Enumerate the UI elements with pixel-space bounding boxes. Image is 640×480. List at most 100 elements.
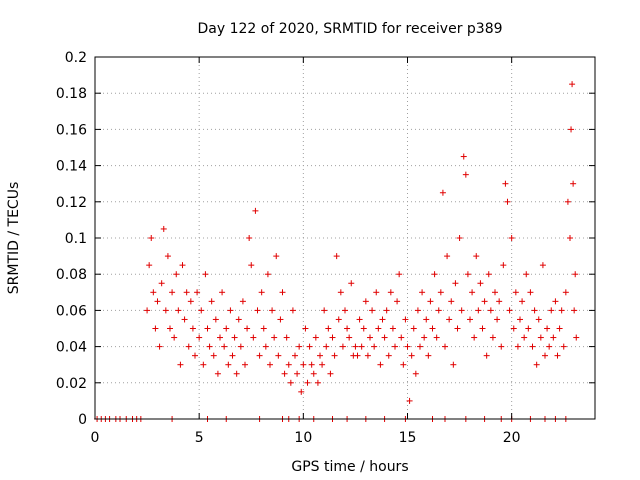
data-point (335, 316, 342, 323)
data-point (164, 253, 171, 260)
y-tick-label: 0.04 (56, 340, 87, 356)
data-point (289, 307, 296, 314)
data-point (435, 307, 442, 314)
x-tick-label: 0 (91, 430, 100, 446)
data-point (410, 325, 417, 332)
data-point (192, 352, 198, 359)
gridlines (95, 57, 595, 419)
data-point (273, 253, 280, 260)
data-point (154, 298, 161, 305)
data-point (277, 316, 284, 323)
data-point (442, 343, 448, 350)
tick-labels: 0 0.02 0.04 0.06 0.08 0.1 0.12 0.14 0.16 0.18 0.2 0… (56, 50, 521, 446)
data-point (225, 361, 232, 368)
data-point (342, 307, 348, 314)
data-point (287, 379, 294, 386)
data-point (569, 81, 576, 88)
data-point (339, 343, 346, 350)
data-point (310, 370, 317, 377)
data-point (179, 262, 186, 269)
data-point (417, 343, 423, 350)
data-point (527, 289, 534, 296)
data-point (204, 325, 211, 332)
data-point (539, 262, 546, 269)
data-point (431, 271, 438, 278)
data-point (360, 325, 367, 332)
data-point (421, 334, 428, 341)
data-point (535, 316, 542, 323)
data-point (267, 361, 273, 368)
data-point (514, 343, 521, 350)
data-point (479, 325, 486, 332)
data-point (469, 289, 476, 296)
data-point (177, 361, 184, 368)
data-point (329, 334, 336, 341)
data-point (275, 352, 282, 359)
data-point (346, 334, 353, 341)
data-point (529, 343, 536, 350)
data-point (144, 307, 151, 314)
data-point (373, 289, 380, 296)
data-point (475, 307, 482, 314)
data-point (239, 298, 246, 305)
data-point (550, 334, 557, 341)
data-point (381, 334, 388, 341)
data-point (325, 325, 332, 332)
data-point (502, 180, 509, 187)
y-tick-label: 0.14 (56, 159, 87, 175)
data-point (452, 280, 459, 287)
data-point (356, 316, 363, 323)
y-tick-label: 0 (78, 412, 87, 428)
data-point (171, 334, 178, 341)
y-tick-label: 0.06 (56, 303, 87, 319)
data-point (198, 307, 205, 314)
data-point (279, 289, 286, 296)
data-point (423, 316, 430, 323)
data-point (562, 289, 569, 296)
data-point (406, 397, 413, 404)
data-point (281, 370, 288, 377)
y-tick-label: 0.1 (65, 231, 87, 247)
data-point (185, 343, 192, 350)
data-point (444, 253, 451, 260)
data-point (552, 298, 559, 305)
data-point (506, 307, 513, 314)
data-point (385, 352, 392, 359)
data-point (156, 343, 163, 350)
data-point (364, 352, 371, 359)
data-point (572, 271, 579, 278)
data-point (254, 307, 261, 314)
data-point (500, 262, 507, 269)
data-point (433, 334, 440, 341)
data-point (312, 334, 319, 341)
data-point (375, 325, 382, 332)
data-point (560, 343, 567, 350)
data-point (362, 298, 369, 305)
data-point (214, 370, 221, 377)
data-point (567, 235, 573, 241)
data-point (571, 307, 578, 314)
data-point (217, 334, 223, 341)
data-point (525, 325, 532, 332)
data-point (331, 352, 338, 359)
y-tick-label: 0.12 (56, 195, 87, 211)
data-point (333, 253, 340, 260)
data-point (221, 343, 228, 350)
data-point (319, 361, 326, 368)
data-point (446, 316, 453, 323)
data-point (262, 343, 269, 350)
data-point (392, 343, 398, 350)
data-point (202, 271, 209, 278)
data-point (196, 334, 203, 341)
data-point (212, 316, 219, 323)
data-point (158, 280, 165, 287)
data-point (437, 289, 444, 296)
data-point (189, 325, 196, 332)
data-point (317, 352, 323, 359)
data-point (337, 289, 344, 296)
data-point (219, 289, 226, 296)
data-point (173, 271, 180, 278)
data-point (308, 361, 315, 368)
data-point (427, 298, 434, 305)
data-point (227, 307, 234, 314)
